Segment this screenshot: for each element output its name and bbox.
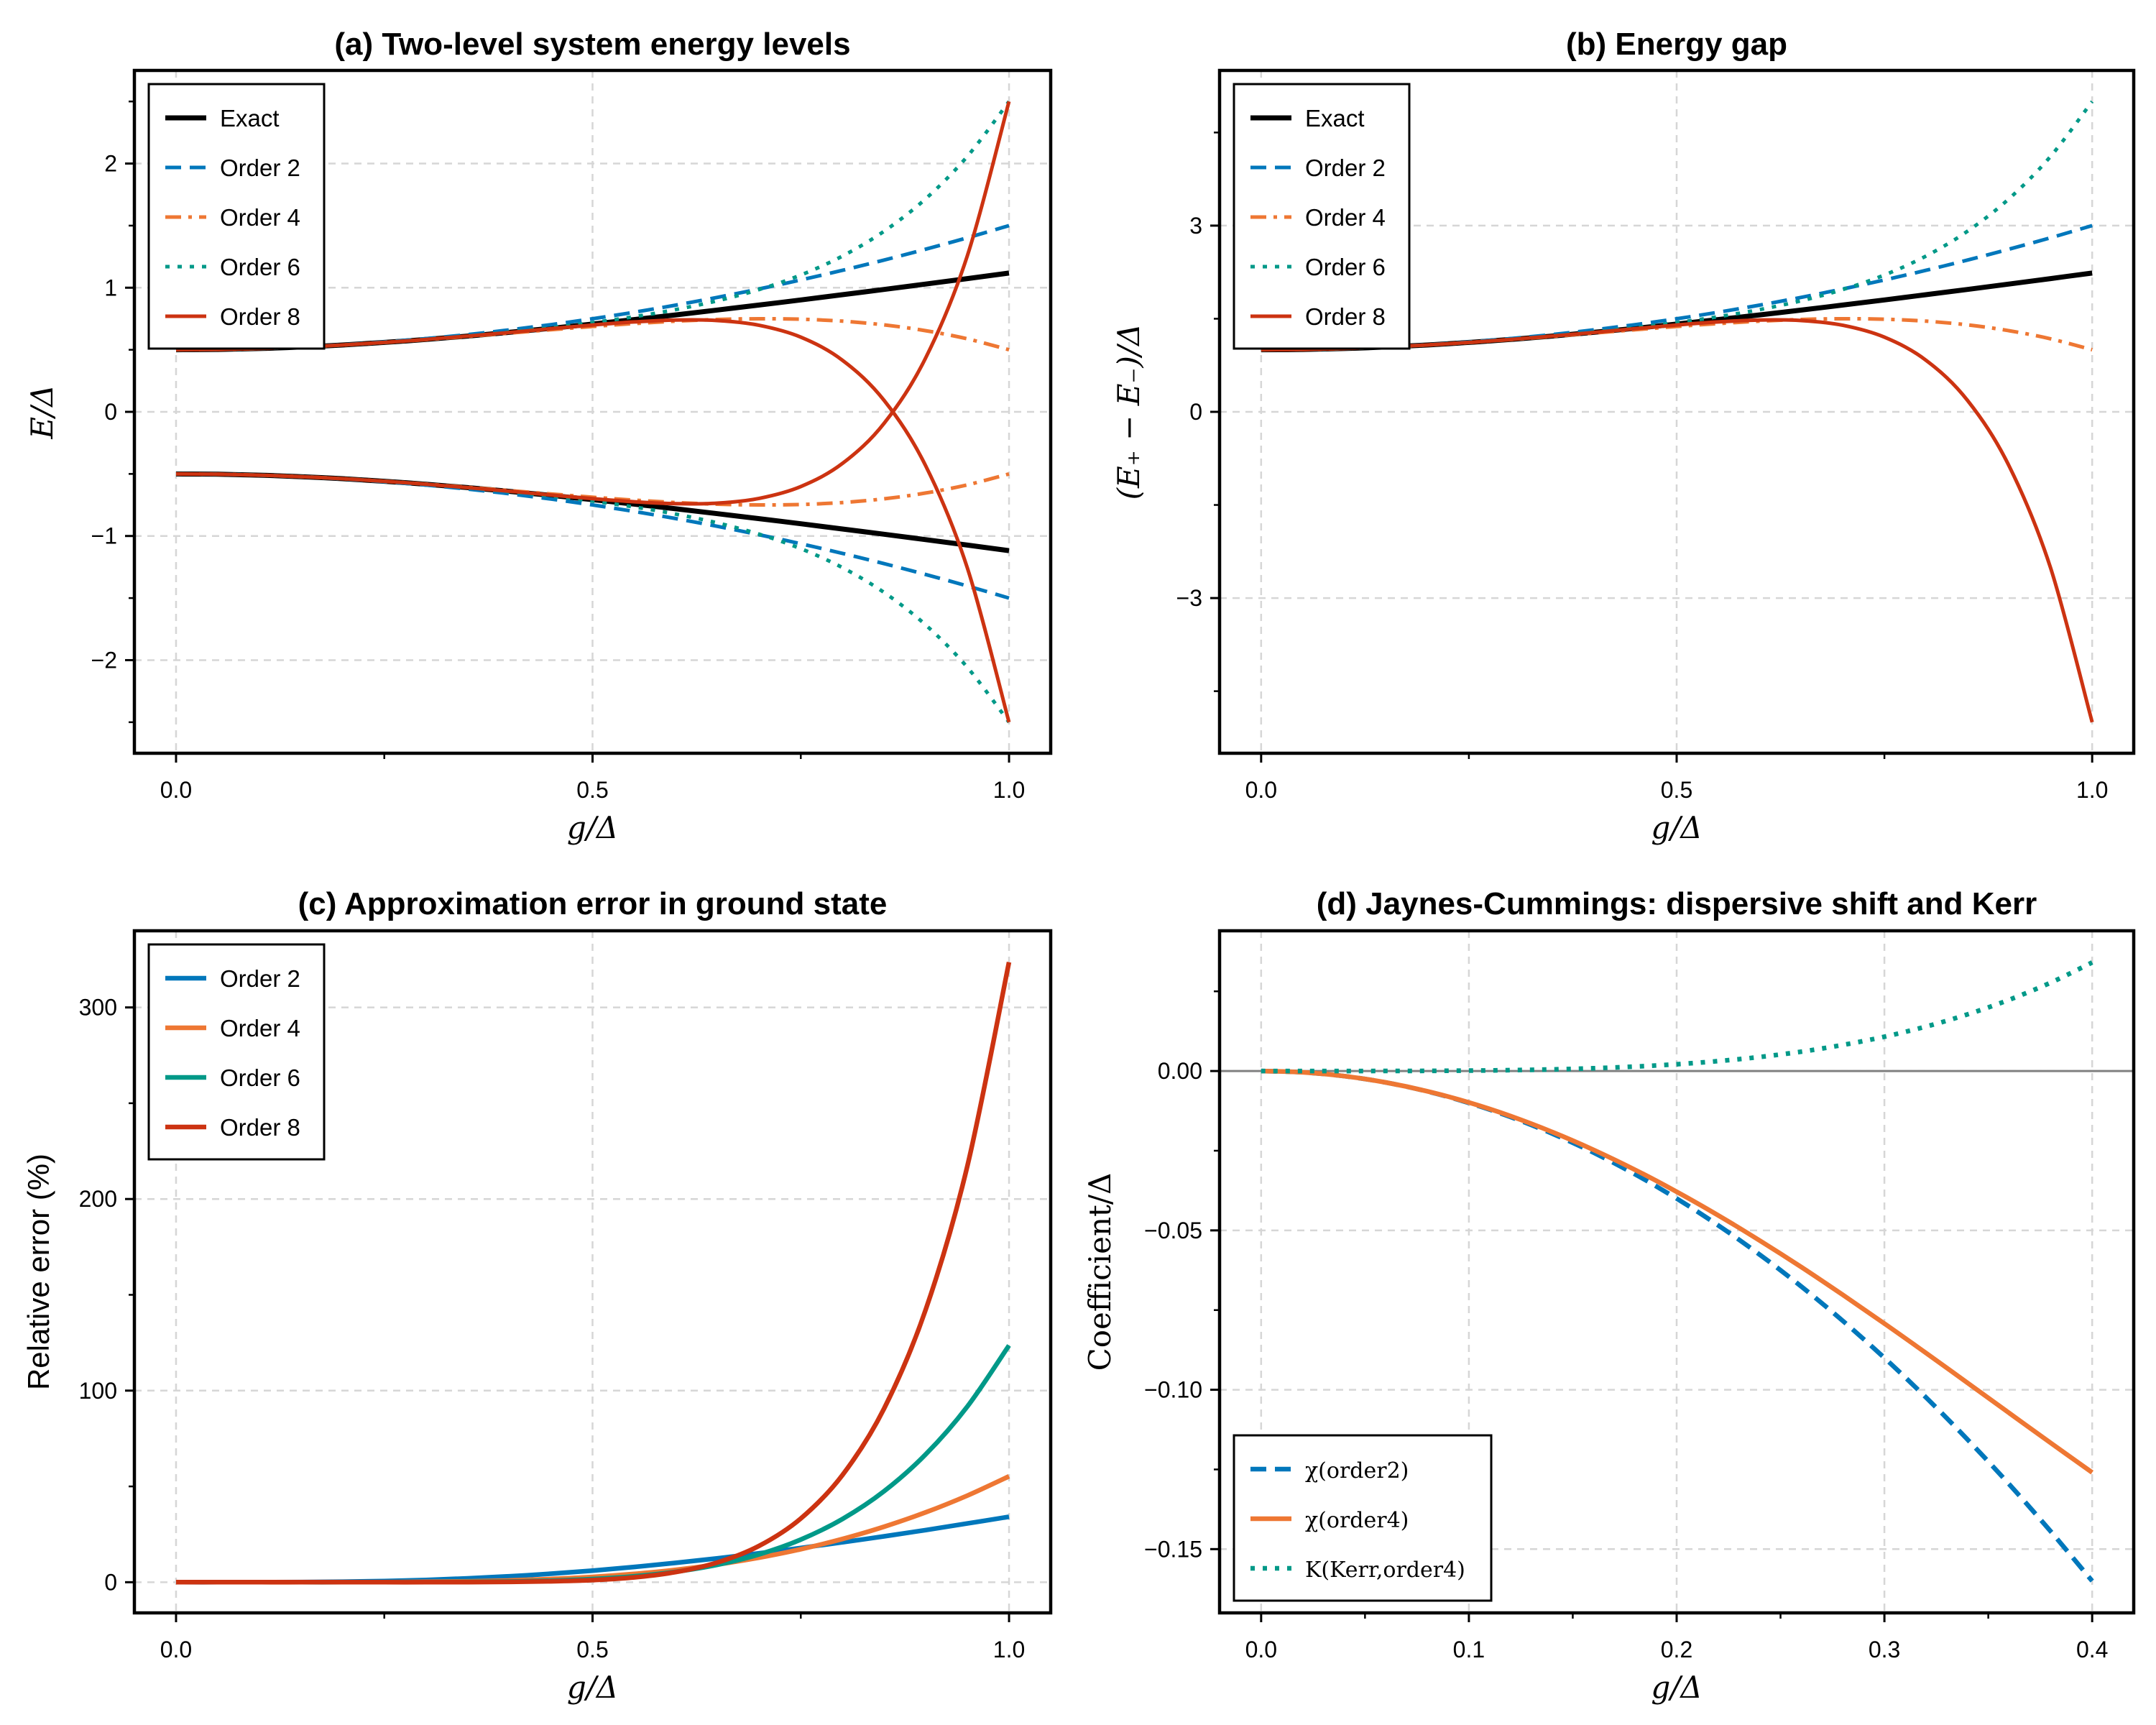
y-tick-label: −0.05 — [1144, 1218, 1202, 1243]
panel-b: 0.0 0.5 1.0 −3 0 3 (b) Energy gap g/Δ (E₊ − E₋)/… — [1111, 27, 2136, 845]
y-tick-label: −1 — [91, 523, 117, 549]
legend-label: χ(order2) — [1305, 1458, 1409, 1484]
y-tick-label: 200 — [79, 1186, 117, 1212]
legend-item: χ(order4) — [1250, 1508, 1409, 1533]
legend-item: Order 2 — [165, 155, 300, 181]
panel-c: 0.0 0.5 1.0 0 100 200 300 (c) Approximation err… — [22, 886, 1053, 1705]
legend-label: Order 8 — [220, 1114, 300, 1141]
series-line--order4- — [1261, 1068, 2094, 1475]
plot-area — [1261, 960, 2094, 1583]
x-tick-label: 0.4 — [2076, 1637, 2108, 1662]
legend-label: Order 4 — [1305, 204, 1386, 231]
legend-item: Order 8 — [165, 1114, 300, 1141]
x-tick-label: 0.0 — [160, 777, 192, 803]
y-tick-label: 0 — [1189, 399, 1202, 425]
legend: χ(order2) χ(order4) K(Kerr,order4) — [1233, 1434, 1493, 1602]
legend-item: Order 4 — [165, 1015, 300, 1041]
legend-label: Order 4 — [220, 204, 300, 231]
panel-a: 0.0 0.5 1.0 −2 −1 0 1 2 (a) Two-level system ene… — [24, 27, 1053, 845]
legend-label: Order 6 — [220, 254, 300, 280]
x-tick-label: 0.1 — [1453, 1637, 1485, 1662]
series-line-order-8-lower — [175, 101, 1011, 506]
series-line-order-6-upper — [175, 100, 1010, 352]
y-tick-label: 0 — [104, 1569, 117, 1595]
legend-label: Order 2 — [220, 155, 300, 181]
legend-item: Order 6 — [1250, 254, 1386, 280]
series-line-order-6 — [1261, 100, 2094, 352]
legend: Order 2 Order 4 Order 6 Order 8 — [147, 943, 326, 1161]
y-tick-label: 2 — [104, 151, 117, 177]
legend-item: Order 4 — [1250, 204, 1386, 231]
legend-item: Order 8 — [165, 303, 300, 330]
y-tick-label: 0 — [104, 399, 117, 425]
legend-label: Order 2 — [1305, 155, 1386, 181]
x-tick-label: 0.5 — [576, 1637, 608, 1662]
y-tick-label: −3 — [1176, 585, 1202, 611]
plot-area — [175, 100, 1011, 724]
panel-title: (b) Energy gap — [1566, 27, 1787, 62]
y-tick-label: −0.15 — [1144, 1536, 1202, 1562]
legend-label: χ(order4) — [1305, 1508, 1409, 1533]
legend-label: Order 6 — [1305, 254, 1386, 280]
legend-label: Order 6 — [220, 1064, 300, 1091]
legend-item: Exact — [1250, 105, 1365, 132]
plot-area — [175, 962, 1012, 1585]
x-axis-label: g/Δ — [567, 1670, 618, 1705]
y-axis-label: Coefficient/Δ — [1082, 1173, 1118, 1371]
x-tick-label: 1.0 — [993, 777, 1025, 803]
y-axis-label: (E₊ − E₋)/Δ — [1111, 324, 1146, 500]
y-axis-label: E/Δ — [24, 385, 60, 439]
x-tick-label: 0.0 — [160, 1637, 192, 1662]
legend-item: Exact — [165, 105, 280, 132]
legend-item: K(Kerr,order4) — [1250, 1558, 1465, 1583]
legend-label: Order 4 — [220, 1015, 300, 1041]
x-tick-label: 0.0 — [1245, 1637, 1277, 1662]
x-axis-label: g/Δ — [1651, 1670, 1702, 1705]
panel-d: 0.0 0.1 0.2 0.3 0.4 0.00 −0.05 −0.10 −0.15 (d) Ja… — [1082, 886, 2136, 1705]
x-tick-label: 0.2 — [1661, 1637, 1692, 1662]
legend-item: Order 2 — [165, 965, 300, 992]
y-tick-label: −0.10 — [1144, 1377, 1202, 1403]
y-tick-label: 0.00 — [1158, 1058, 1202, 1084]
x-axis-label: g/Δ — [1651, 810, 1702, 845]
legend-label: Order 8 — [1305, 303, 1386, 330]
legend-label: Exact — [220, 105, 280, 132]
y-tick-label: 3 — [1189, 213, 1202, 239]
series-line-order-8 — [1261, 318, 2094, 723]
x-axis-label: g/Δ — [567, 810, 618, 845]
series-line-k-kerr-order4- — [1261, 960, 2093, 1074]
series-line-order-8 — [175, 962, 1012, 1585]
x-tick-label: 0.3 — [1869, 1637, 1900, 1662]
legend-label: Exact — [1305, 105, 1365, 132]
legend: Exact Order 2 Order 4 Order 6 Order 8 — [1233, 83, 1411, 350]
series-line-order-8-upper — [175, 318, 1011, 723]
legend-item: χ(order2) — [1250, 1458, 1409, 1484]
x-tick-label: 1.0 — [2076, 777, 2108, 803]
y-tick-label: 300 — [79, 995, 117, 1021]
legend-item: Order 6 — [165, 254, 300, 280]
legend-item: Order 4 — [165, 204, 300, 231]
legend-item: Order 8 — [1250, 303, 1386, 330]
x-tick-label: 0.5 — [576, 777, 608, 803]
y-tick-label: 1 — [104, 275, 117, 300]
x-tick-label: 0.0 — [1245, 777, 1277, 803]
legend: Exact Order 2 Order 4 Order 6 Order 8 — [147, 83, 326, 350]
legend-label: K(Kerr,order4) — [1305, 1558, 1465, 1583]
panel-title: (c) Approximation error in ground state — [298, 886, 888, 921]
series-line-order-6-lower — [175, 472, 1010, 724]
panel-title: (d) Jaynes-Cummings: dispersive shift an… — [1317, 886, 2037, 921]
y-tick-label: 100 — [79, 1378, 117, 1404]
legend-item: Order 2 — [1250, 155, 1386, 181]
legend-label: Order 2 — [220, 965, 300, 992]
y-axis-label: Relative error (%) — [22, 1154, 55, 1390]
y-tick-label: −2 — [91, 647, 117, 673]
legend-label: Order 8 — [220, 303, 300, 330]
x-tick-label: 1.0 — [993, 1637, 1025, 1662]
panel-title: (a) Two-level system energy levels — [334, 27, 850, 62]
x-tick-label: 0.5 — [1661, 777, 1692, 803]
legend-item: Order 6 — [165, 1064, 300, 1091]
